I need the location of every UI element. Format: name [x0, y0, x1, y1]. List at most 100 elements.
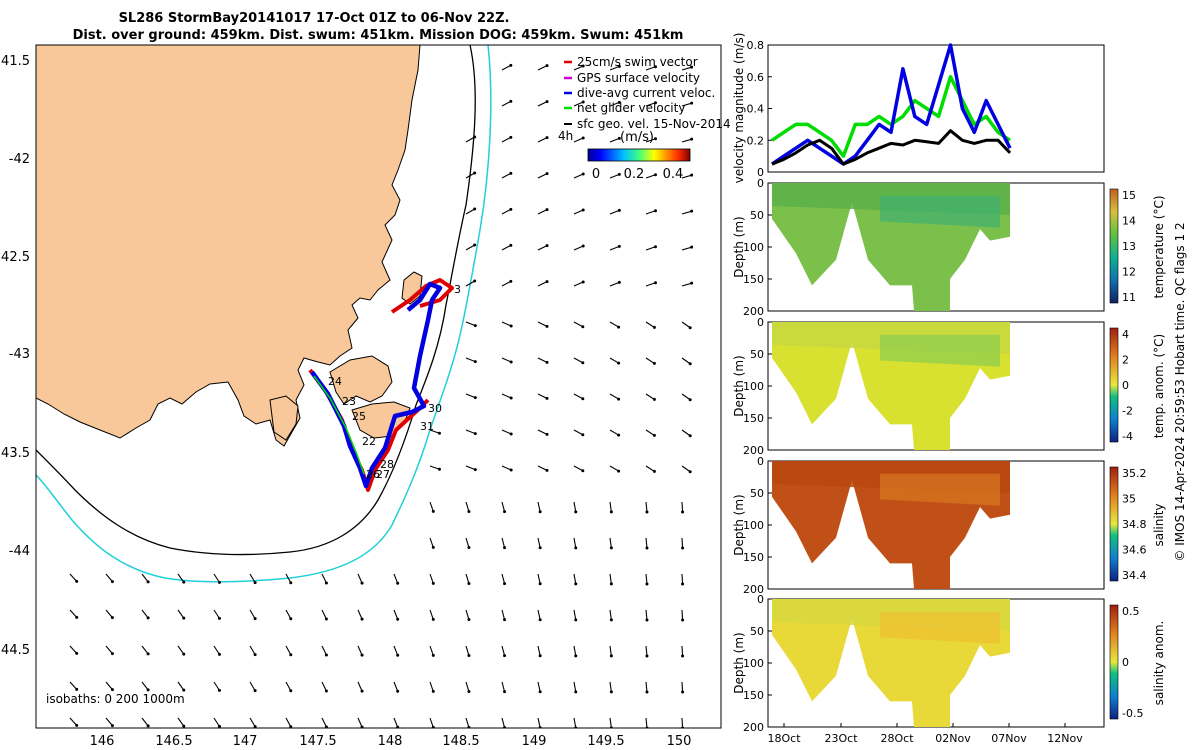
surface-velocity-arrow: [573, 137, 584, 143]
surface-velocity-arrow: [501, 393, 512, 399]
section-colorbar: [1109, 327, 1119, 443]
surface-velocity-arrowhead: [653, 101, 657, 105]
section-ytick-label: 200: [743, 583, 764, 596]
map-colorbar-tick: 0.2: [624, 167, 645, 182]
legend-label: net glider velocity: [577, 101, 685, 115]
surface-velocity-arrow: [321, 717, 327, 728]
surface-velocity-arrowhead: [503, 510, 507, 514]
section-ytick-label: 200: [743, 721, 764, 734]
surface-velocity-arrow: [537, 137, 548, 143]
surface-velocity-arrowhead: [509, 396, 513, 400]
surface-velocity-arrowhead: [652, 469, 656, 473]
surface-velocity-arrowhead: [473, 171, 477, 175]
section-colorbar-label: salinity: [1152, 503, 1166, 546]
surface-velocity-arrow: [501, 717, 506, 728]
surface-velocity-arrow: [465, 429, 476, 435]
section-ytick-label: 100: [743, 519, 764, 532]
surface-velocity-arrow: [537, 573, 541, 584]
surface-velocity-arrowhead: [431, 581, 435, 585]
section-panel-temperature: 0 50 100 150 200 Depth (m) 15 14 13 12 11 temperatu…: [732, 177, 1166, 318]
title-line-1: SL286 StormBay20141017 17-Oct 01Z to 06-…: [119, 11, 510, 26]
velocity-ytick-label: 0: [757, 166, 764, 179]
surface-velocity-arrow: [645, 537, 648, 549]
surface-velocity-arrow: [573, 173, 584, 179]
track-label: 30: [428, 402, 442, 415]
surface-velocity-arrow: [177, 609, 185, 619]
surface-velocity-arrow: [681, 282, 692, 287]
section-colorbar-tick: -0.5: [1122, 707, 1143, 720]
surface-velocity-arrowhead: [503, 618, 507, 622]
surface-velocity-arrowhead: [110, 652, 114, 656]
surface-velocity-arrowhead: [609, 654, 613, 658]
surface-velocity-arrow: [141, 609, 149, 619]
section-ytick-label: 150: [743, 273, 764, 286]
surface-velocity-arrowhead: [431, 725, 435, 728]
surface-velocity-arrow: [357, 681, 363, 692]
surface-velocity-arrowhead: [509, 243, 513, 247]
surface-velocity-arrow: [501, 429, 512, 435]
map-ytick: -42: [9, 152, 30, 167]
map-xtick: 150: [667, 734, 692, 749]
surface-velocity-arrow: [609, 321, 619, 328]
surface-velocity-arrow: [285, 645, 292, 656]
velocity-series-line: [771, 129, 1012, 166]
surface-velocity-arrow: [69, 681, 78, 690]
surface-velocity-arrow: [537, 465, 548, 471]
surface-velocity-arrow: [393, 609, 399, 620]
surface-velocity-arrowhead: [75, 651, 79, 655]
surface-velocity-arrowhead: [645, 546, 649, 550]
surface-velocity-arrow: [321, 645, 327, 656]
surface-velocity-arrowhead: [431, 689, 435, 693]
surface-velocity-arrow: [609, 101, 620, 107]
surface-velocity-arrow: [501, 321, 512, 327]
land-forestier-peninsula: [329, 355, 393, 405]
surface-velocity-arrowhead: [509, 432, 513, 436]
legend-label: sfc geo. vel. 15-Nov-2014: [577, 117, 731, 131]
surface-velocity-arrowhead: [217, 652, 221, 656]
section-colorbar-tick: 13: [1122, 240, 1136, 253]
surface-velocity-arrowhead: [581, 325, 585, 329]
surface-velocity-arrowhead: [324, 581, 328, 585]
land-tasmania: [36, 45, 421, 447]
surface-velocity-arrowhead: [690, 209, 694, 213]
surface-velocity-arrow: [357, 573, 363, 584]
isobath-note: isobaths: 0 200 1000m: [46, 692, 185, 706]
surface-velocity-arrowhead: [360, 653, 364, 657]
surface-velocity-arrowhead: [253, 581, 257, 585]
section-colorbar-tick: 12: [1122, 266, 1136, 279]
surface-velocity-arrowhead: [653, 137, 657, 141]
surface-velocity-arrowhead: [653, 245, 657, 249]
map-frame: [35, 44, 722, 729]
surface-velocity-arrow: [249, 681, 256, 691]
map-ytick: 42.5: [1, 250, 30, 265]
section-colorbar-label: temp. anom. (°C): [1152, 334, 1166, 438]
section-colorbar-tick: 34.4: [1122, 569, 1147, 582]
surface-velocity-arrow: [573, 537, 577, 548]
surface-velocity-arrowhead: [509, 135, 513, 139]
surface-velocity-arrow: [645, 609, 648, 621]
surface-velocity-arrow: [609, 393, 619, 400]
surface-velocity-arrowhead: [574, 690, 578, 694]
surface-velocity-arrowhead: [681, 510, 685, 514]
surface-velocity-arrow: [177, 681, 185, 691]
surface-velocity-arrow: [609, 537, 612, 548]
surface-velocity-arrowhead: [289, 581, 293, 585]
surface-velocity-arrow: [537, 537, 541, 548]
surface-velocity-arrow: [465, 717, 470, 728]
track-label: 24: [328, 375, 342, 388]
surface-velocity-arrow: [681, 429, 691, 437]
surface-velocity-arrow: [177, 717, 185, 727]
surface-velocity-arrowhead: [324, 653, 328, 657]
velocity-magnitude-panel: 0 0.2 0.4 0.6 0.8 velocity magnitude (m/s): [732, 33, 1105, 183]
section-colorbar-tick: 4: [1122, 328, 1129, 341]
surface-velocity-arrow: [645, 501, 648, 513]
surface-velocity-arrowhead: [681, 690, 685, 694]
surface-velocity-arrowhead: [690, 245, 694, 249]
surface-velocity-arrowhead: [253, 617, 257, 621]
map-x-axis: 146 146.5 147 147.5 148 148.5 149 149.5 …: [90, 734, 692, 749]
section-xtick-label: 12Nov: [1047, 732, 1083, 745]
surface-velocity-arrowhead: [690, 137, 694, 141]
surface-velocity-arrow: [465, 609, 470, 620]
section-colorbar-tick: 0: [1122, 656, 1129, 669]
